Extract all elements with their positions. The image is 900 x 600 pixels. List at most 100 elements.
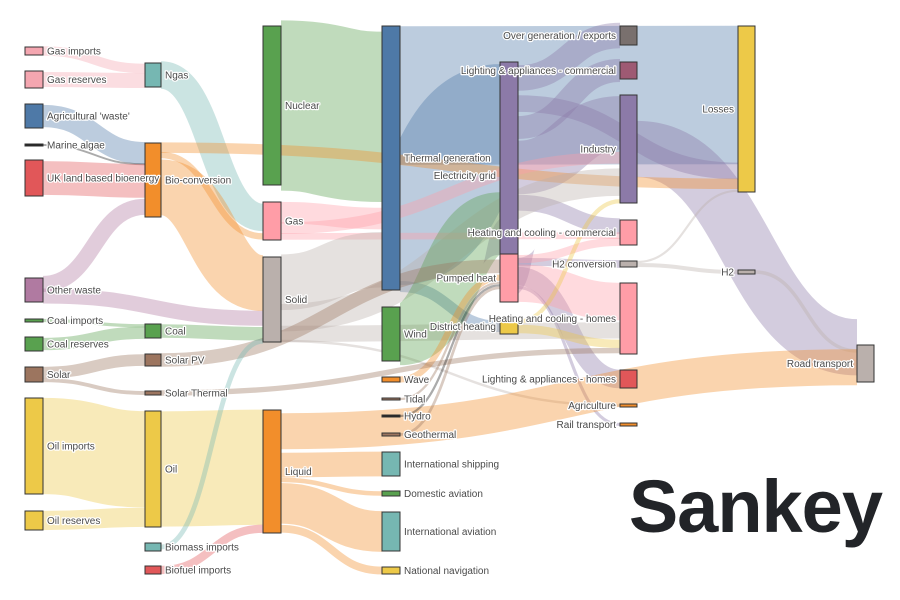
node-oil-imports[interactable] — [24, 397, 44, 495]
node-solar-pv[interactable] — [144, 353, 162, 367]
node-over-generation-exports[interactable] — [619, 25, 638, 46]
node-bio-conversion[interactable] — [144, 142, 162, 218]
node-uk-land-based-bioenergy[interactable] — [24, 159, 44, 197]
node-ngas[interactable] — [144, 62, 162, 88]
link-gas-reserves-to-ngas — [42, 72, 146, 89]
link-pumped-heat-to-heating-and-cooling-commercial — [517, 237, 621, 264]
link-other-waste-to-solid — [42, 288, 264, 326]
link-coal-reserves-to-coal — [42, 326, 146, 351]
node-nuclear[interactable] — [262, 25, 282, 186]
link-h2-conversion-to-h2 — [636, 263, 739, 274]
link-gas-imports-to-ngas — [42, 46, 146, 74]
link-h2-conversion-to-losses — [636, 189, 739, 264]
link-coal-imports-to-coal — [42, 318, 146, 328]
link-hydro-to-electricity-grid — [399, 284, 501, 418]
node-wind[interactable] — [381, 306, 401, 362]
node-h2-conversion[interactable] — [619, 260, 638, 268]
node-label-rail-transport: Rail transport — [557, 420, 617, 431]
node-solid[interactable] — [262, 256, 282, 343]
node-label-h2: H2 — [721, 268, 734, 279]
node-label-biofuel-imports: Biofuel imports — [165, 566, 231, 577]
node-biomass-imports[interactable] — [144, 542, 162, 552]
node-label-marine-algae: Marine algae — [47, 141, 105, 152]
node-lighting-appliances-homes[interactable] — [619, 369, 638, 389]
node-label-oil: Oil — [165, 465, 177, 476]
node-hydro[interactable] — [381, 414, 401, 418]
link-oil-to-liquid — [160, 409, 264, 527]
node-label-gas-imports: Gas imports — [47, 47, 101, 58]
link-geothermal-to-electricity-grid — [399, 286, 501, 436]
node-gas-imports[interactable] — [24, 46, 44, 56]
link-gas-to-thermal-generation — [280, 201, 383, 230]
node-label-gas: Gas — [285, 217, 303, 228]
node-label-other-waste: Other waste — [47, 286, 101, 297]
link-biofuel-imports-to-liquid — [160, 524, 264, 575]
node-liquid[interactable] — [262, 409, 282, 534]
node-heating-and-cooling-homes[interactable] — [619, 282, 638, 355]
node-solar[interactable] — [24, 366, 44, 383]
node-other-waste[interactable] — [24, 277, 44, 303]
link-liquid-to-national-navigation — [280, 524, 383, 575]
node-label-losses: Losses — [702, 105, 734, 116]
link-solid-to-heating-and-cooling-homes — [280, 322, 621, 343]
node-coal-reserves[interactable] — [24, 336, 44, 352]
node-heating-and-cooling-commercial[interactable] — [619, 219, 638, 246]
node-label-gas-reserves: Gas reserves — [47, 75, 106, 86]
node-marine-algae[interactable] — [24, 143, 44, 147]
node-coal[interactable] — [144, 323, 162, 339]
link-solar-to-solar-thermal — [42, 378, 146, 395]
link-coal-to-solid — [160, 324, 264, 341]
link-electricity-grid-to-lighting-appliances-homes — [516, 266, 622, 389]
node-district-heating[interactable] — [499, 318, 519, 335]
node-label-electricity-grid: Electricity grid — [434, 171, 496, 182]
node-label-solid: Solid — [285, 295, 307, 306]
node-agricultural-waste[interactable] — [24, 103, 44, 129]
node-label-wind: Wind — [404, 330, 427, 341]
node-industry[interactable] — [619, 94, 638, 204]
node-gas[interactable] — [262, 201, 282, 241]
node-international-shipping[interactable] — [381, 451, 401, 477]
link-solar-to-solar-pv — [42, 354, 146, 379]
node-lighting-appliances-commercial[interactable] — [619, 61, 638, 80]
node-solar-thermal[interactable] — [144, 390, 162, 396]
link-tidal-to-electricity-grid — [399, 281, 501, 401]
node-label-bio-conversion: Bio-conversion — [165, 176, 231, 187]
node-pumped-heat[interactable] — [499, 253, 519, 303]
node-coal-imports[interactable] — [24, 318, 44, 323]
node-thermal-generation[interactable] — [381, 25, 401, 291]
node-biofuel-imports[interactable] — [144, 565, 162, 575]
link-marine-algae-to-bio-conversion — [42, 144, 146, 166]
node-label-international-aviation: International aviation — [404, 527, 496, 538]
link-biomass-imports-to-solid — [160, 338, 264, 550]
link-agricultural-waste-to-bio-conversion — [42, 104, 146, 165]
node-domestic-aviation[interactable] — [381, 490, 401, 497]
node-losses[interactable] — [737, 25, 756, 193]
node-label-agriculture: Agriculture — [568, 401, 616, 412]
node-international-aviation[interactable] — [381, 511, 401, 552]
node-label-h2-conversion: H2 conversion — [552, 260, 616, 271]
node-label-oil-reserves: Oil reserves — [47, 516, 100, 527]
node-wave[interactable] — [381, 376, 401, 383]
node-national-navigation[interactable] — [381, 566, 401, 575]
node-oil[interactable] — [144, 410, 162, 528]
node-gas-reserves[interactable] — [24, 70, 44, 89]
node-agriculture[interactable] — [619, 403, 638, 408]
node-geothermal[interactable] — [381, 432, 401, 437]
node-road-transport[interactable] — [856, 344, 875, 383]
link-gas-to-industry — [280, 151, 621, 234]
node-label-hydro: Hydro — [404, 412, 431, 423]
node-label-lighting-appliances-commercial: Lighting & appliances - commercial — [461, 66, 616, 77]
node-tidal[interactable] — [381, 397, 401, 401]
node-rail-transport[interactable] — [619, 422, 638, 427]
link-thermal-generation-to-electricity-grid — [379, 64, 521, 285]
link-wave-to-electricity-grid — [399, 274, 501, 383]
node-label-wave: Wave — [404, 375, 430, 386]
links-layer — [41, 20, 860, 575]
node-oil-reserves[interactable] — [24, 510, 44, 531]
link-pumped-heat-to-heating-and-cooling-homes — [517, 264, 621, 321]
link-solid-to-industry — [280, 168, 621, 332]
link-oil-reserves-to-oil — [42, 507, 146, 531]
node-h2[interactable] — [737, 269, 756, 275]
node-label-nuclear: Nuclear — [285, 101, 320, 112]
link-thermal-generation-to-district-heating — [399, 280, 501, 333]
